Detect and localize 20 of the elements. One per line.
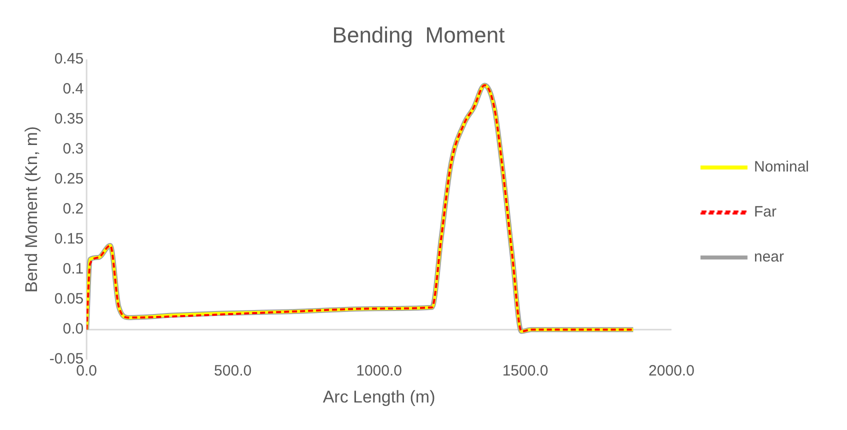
y-tick-label: 0.1 bbox=[62, 260, 84, 278]
legend-label: Far bbox=[754, 204, 776, 221]
x-tick-label: 500.0 bbox=[214, 362, 252, 380]
y-tick-label: 0.05 bbox=[54, 290, 84, 308]
y-tick-label: 0.4 bbox=[62, 80, 84, 98]
legend-label: Nominal bbox=[754, 158, 810, 176]
x-tick-label: 2000.0 bbox=[648, 362, 694, 380]
y-tick-label: 0.0 bbox=[62, 320, 84, 338]
x-tick-label: 1000.0 bbox=[356, 362, 402, 380]
y-tick-label: 0.35 bbox=[54, 110, 84, 128]
y-tick-label: 0.2 bbox=[62, 200, 84, 218]
legend-label: near bbox=[754, 248, 784, 266]
y-tick-label: 0.3 bbox=[62, 140, 84, 158]
x-tick-label: 1500.0 bbox=[502, 362, 548, 380]
x-axis-title: Arc Length (m) bbox=[322, 387, 436, 406]
y-tick-label: 0.15 bbox=[54, 230, 84, 248]
chart-title: Bending Moment bbox=[332, 22, 505, 48]
y-tick-label: 0.25 bbox=[54, 170, 84, 188]
y-axis-title: Bend Moment (Kn, m) bbox=[22, 126, 41, 293]
y-tick-label: 0.45 bbox=[54, 50, 84, 68]
